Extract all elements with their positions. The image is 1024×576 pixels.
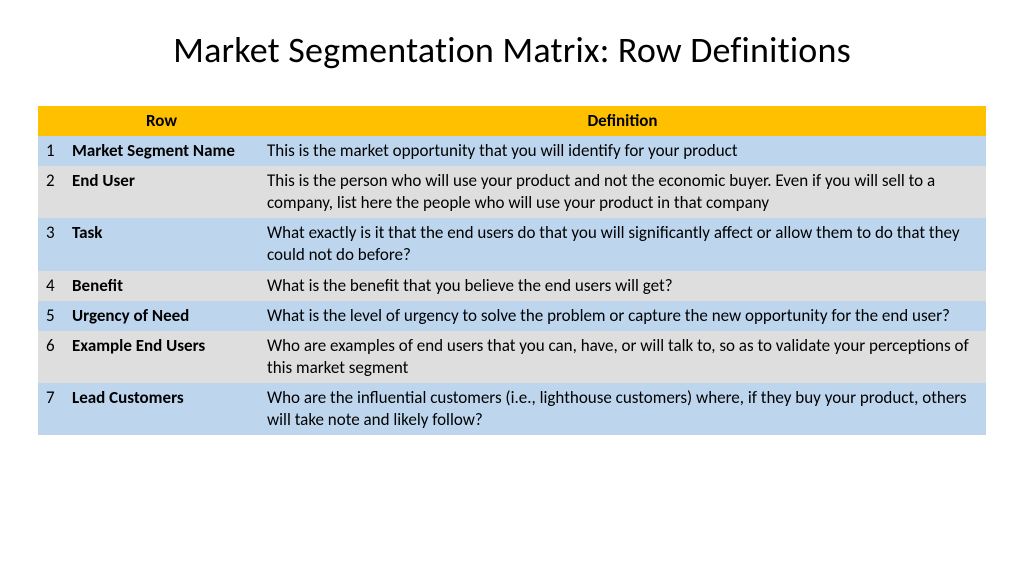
page-title: Market Segmentation Matrix: Row Definiti…	[38, 28, 986, 72]
row-definition: Who are examples of end users that you c…	[259, 331, 986, 383]
table-row: 4BenefitWhat is the benefit that you bel…	[38, 271, 986, 301]
table-row: 1Market Segment NameThis is the market o…	[38, 136, 986, 166]
col-header-row: Row	[64, 106, 259, 136]
row-name: Lead Customers	[64, 383, 259, 435]
row-name: Benefit	[64, 271, 259, 301]
row-definition: Who are the influential customers (i.e.,…	[259, 383, 986, 435]
row-definition: What is the benefit that you believe the…	[259, 271, 986, 301]
row-number: 3	[38, 218, 64, 270]
row-number: 2	[38, 166, 64, 218]
table-header-row: Row Definition	[38, 106, 986, 136]
row-name: Example End Users	[64, 331, 259, 383]
row-number: 7	[38, 383, 64, 435]
slide-container: Market Segmentation Matrix: Row Definiti…	[0, 0, 1024, 435]
row-name: End User	[64, 166, 259, 218]
definitions-table: Row Definition 1Market Segment NameThis …	[38, 106, 986, 435]
row-definition: What exactly is it that the end users do…	[259, 218, 986, 270]
row-number: 6	[38, 331, 64, 383]
col-header-blank	[38, 106, 64, 136]
row-name: Market Segment Name	[64, 136, 259, 166]
row-definition: What is the level of urgency to solve th…	[259, 301, 986, 331]
table-row: 6Example End UsersWho are examples of en…	[38, 331, 986, 383]
table-body: 1Market Segment NameThis is the market o…	[38, 136, 986, 435]
row-definition: This is the market opportunity that you …	[259, 136, 986, 166]
col-header-definition: Definition	[259, 106, 986, 136]
row-number: 5	[38, 301, 64, 331]
table-row: 3TaskWhat exactly is it that the end use…	[38, 218, 986, 270]
row-name: Task	[64, 218, 259, 270]
table-row: 7Lead CustomersWho are the influential c…	[38, 383, 986, 435]
row-number: 1	[38, 136, 64, 166]
row-number: 4	[38, 271, 64, 301]
row-definition: This is the person who will use your pro…	[259, 166, 986, 218]
row-name: Urgency of Need	[64, 301, 259, 331]
table-row: 5Urgency of NeedWhat is the level of urg…	[38, 301, 986, 331]
table-row: 2End UserThis is the person who will use…	[38, 166, 986, 218]
